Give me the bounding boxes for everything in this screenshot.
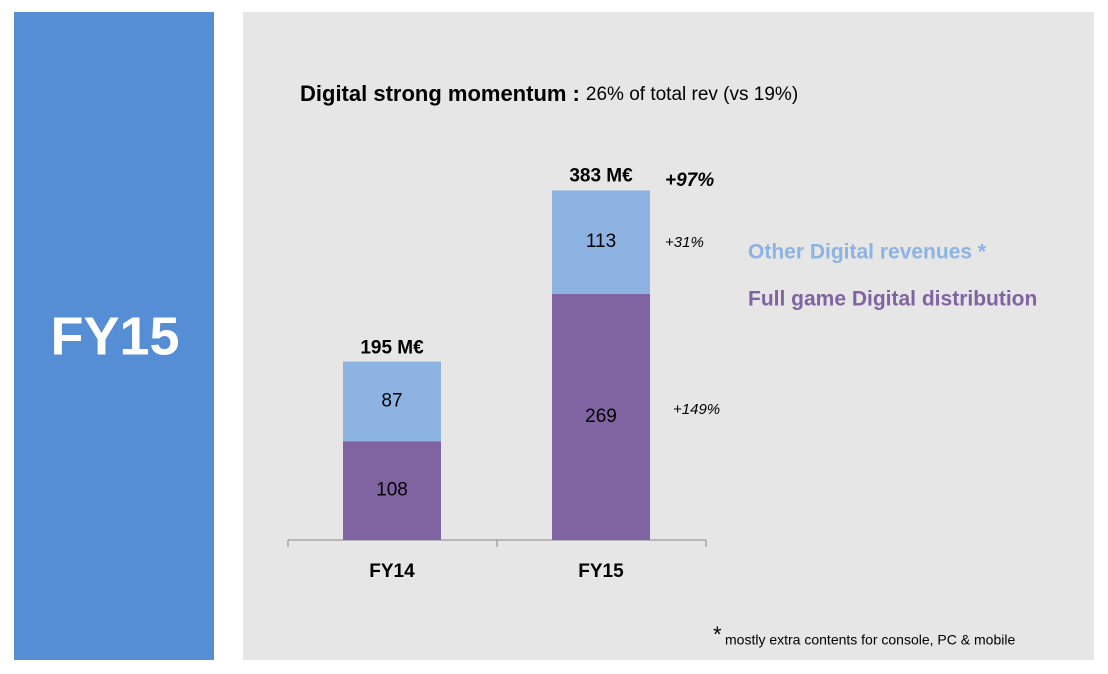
side-label: FY15 — [50, 306, 179, 366]
total-label: 383 M€ — [569, 166, 633, 187]
footnote-mark: * — [713, 622, 722, 647]
footnote: mostly extra contents for console, PC & … — [725, 632, 1015, 648]
bar-segment — [552, 190, 650, 294]
value-label: 269 — [585, 406, 617, 427]
chart-subtitle: 26% of total rev (vs 19%) — [586, 84, 798, 105]
annotation: +97% — [665, 170, 714, 191]
x-tick-label: FY14 — [369, 561, 415, 582]
value-label: 108 — [376, 480, 408, 501]
value-label: 87 — [381, 390, 402, 411]
bar-segment — [343, 361, 441, 442]
chart-title: Digital strong momentum : — [300, 81, 580, 106]
value-label: 113 — [586, 231, 616, 252]
chart-title-line: Digital strong momentum : 26% of total re… — [300, 81, 798, 106]
legend-label: Full game Digital distribution — [748, 288, 1037, 311]
legend-label: Other Digital revenues * — [748, 241, 987, 264]
bar-segment — [343, 441, 441, 540]
total-label: 195 M€ — [360, 338, 424, 359]
bar-segment — [552, 293, 650, 540]
x-tick-label: FY15 — [578, 561, 624, 582]
annotation: +31% — [665, 234, 704, 251]
chart-panel — [243, 12, 1094, 660]
annotation: +149% — [673, 401, 720, 418]
side-panel — [14, 12, 214, 660]
